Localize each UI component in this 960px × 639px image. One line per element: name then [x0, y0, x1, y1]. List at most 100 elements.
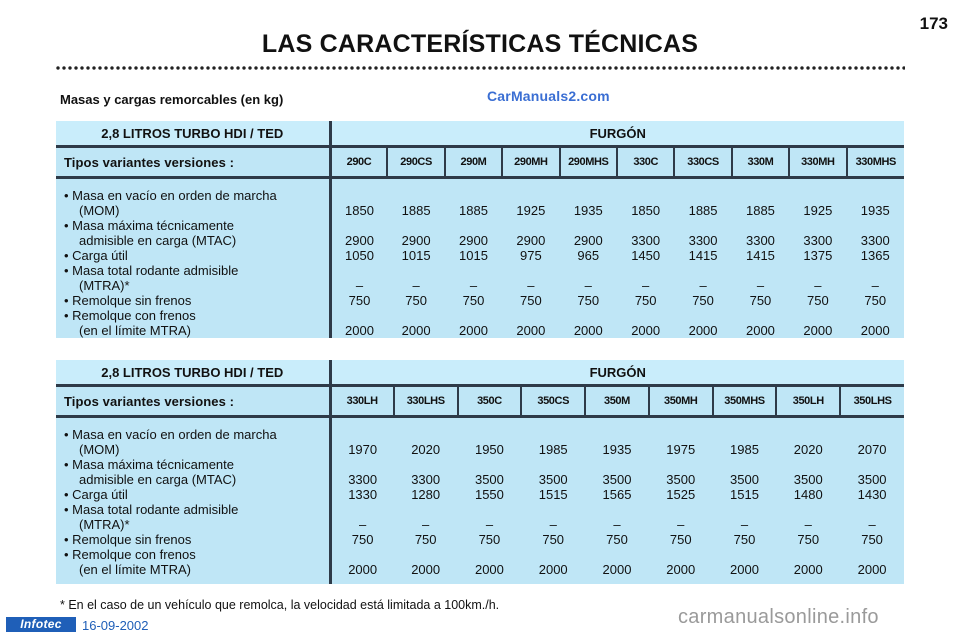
variant-header: 350LHS	[840, 385, 904, 418]
value-cell: 750	[864, 293, 887, 308]
value-cell: 1480	[793, 487, 823, 502]
value-cell: 3500	[793, 472, 823, 487]
variant-header: 330LH	[330, 385, 395, 418]
variant-header: 350C	[457, 385, 523, 418]
variant-header: 330CS	[674, 146, 733, 179]
value-cell: 2000	[345, 323, 374, 338]
variants-label: Tipos variantes versiones :	[56, 385, 332, 418]
value-cell: 750	[348, 293, 371, 308]
value-cell: 1375	[803, 248, 833, 263]
value-cell: –	[469, 278, 478, 293]
value-cell: 3500	[730, 472, 759, 487]
value-cell: 1280	[411, 487, 441, 502]
value-cell: 750	[669, 532, 692, 547]
watermark-top: CarManuals2.com	[487, 88, 610, 104]
value-cell: 1935	[573, 203, 603, 218]
value-column: 1935 3300 1365 –750 2000	[847, 178, 904, 338]
value-cell: –	[527, 278, 535, 293]
value-cell: 750	[577, 293, 600, 308]
value-cell: 1970	[348, 442, 378, 457]
value-cell: 1935	[860, 203, 890, 218]
value-cell: 750	[861, 532, 883, 547]
variant-header: 350MH	[648, 385, 714, 418]
row-label: • Remolque con frenos	[64, 547, 196, 562]
value-column: 1885 2900 1015 –750 2000	[445, 178, 502, 338]
value-column: 1885 3300 1415 –750 2000	[732, 178, 789, 338]
value-column: 2020 3500 1480 –750 2000	[776, 417, 840, 585]
value-cell: 2000	[688, 323, 718, 338]
value-cell: 2000	[348, 562, 378, 577]
value-cell: 1415	[688, 248, 718, 263]
value-column: 1935 3500 1565 –750 2000	[585, 417, 649, 585]
value-cell: 1550	[474, 487, 504, 502]
infotec-logo: Infotec	[6, 617, 76, 632]
value-cell: 750	[733, 532, 756, 547]
value-column: 1885 3300 1415 –750 2000	[674, 178, 731, 338]
value-cell: 2000	[516, 323, 546, 338]
value-cell: 2000	[538, 562, 568, 577]
value-cell: –	[584, 278, 592, 293]
value-cell: 2900	[401, 233, 431, 248]
row-label: (MTRA)*	[79, 517, 130, 532]
value-column: 2070 3500 1430 –750 2000	[840, 417, 904, 585]
value-cell: 1525	[666, 487, 696, 502]
row-label: (MTRA)*	[79, 278, 130, 293]
watermark-bottom: carmanualsonline.info	[678, 606, 879, 628]
value-cell: –	[677, 517, 685, 532]
value-cell: 1885	[401, 203, 431, 218]
value-cell: 1985	[730, 442, 759, 457]
body-type-header: FURGÓN	[330, 121, 904, 148]
value-cell: 1985	[538, 442, 568, 457]
variant-header: 330MHS	[846, 146, 904, 179]
value-cell: 2000	[860, 323, 890, 338]
row-label: (en el límite MTRA)	[79, 323, 191, 338]
row-labels: • Masa en vacío en orden de marcha (MOM) •…	[56, 416, 332, 584]
value-cell: –	[804, 517, 812, 532]
engine-header: 2,8 LITROS TURBO HDI / TED	[56, 121, 332, 148]
variant-header: 330M	[731, 146, 791, 179]
value-cell: 2000	[401, 323, 431, 338]
row-label: • Masa máxima técnicamente	[64, 457, 235, 472]
value-cell: 2000	[411, 562, 441, 577]
value-cell: 1935	[602, 442, 632, 457]
value-cell: 1975	[666, 442, 696, 457]
page-title: LAS CARACTERÍSTICAS TÉCNICAS	[261, 30, 699, 58]
value-column: 1975 3500 1525 –750 2000	[649, 417, 713, 585]
spec-table-2: 2,8 LITROS TURBO HDI / TED FURGÓN Tipos va…	[56, 360, 904, 584]
value-cell: 1565	[602, 487, 632, 502]
variant-header: 350LH	[776, 385, 842, 418]
value-cell: 1365	[860, 248, 890, 263]
value-cell: 1515	[730, 487, 759, 502]
value-cell: –	[814, 278, 822, 293]
value-cell: 750	[478, 532, 501, 547]
value-column: 1985 3500 1515 –750 2000	[713, 417, 777, 585]
value-cell: 2000	[474, 562, 504, 577]
value-cell: 750	[797, 532, 820, 547]
value-cell: 3500	[666, 472, 696, 487]
value-cell: 2000	[631, 323, 661, 338]
value-cell: 3300	[745, 233, 775, 248]
variant-header: 290MHS	[559, 146, 618, 179]
section-title: Masas y cargas remorcables (en kg)	[60, 92, 284, 107]
variant-header: 330LHS	[393, 385, 459, 418]
value-cell: 750	[542, 532, 565, 547]
variant-header: 290M	[444, 146, 504, 179]
value-cell: 1885	[459, 203, 488, 218]
variant-header: 290CS	[387, 146, 446, 179]
value-cell: 750	[806, 293, 829, 308]
value-cell: 1450	[631, 248, 661, 263]
value-cell: 2000	[730, 562, 759, 577]
row-label: (MOM)	[79, 203, 120, 218]
row-label: • Remolque sin frenos	[64, 532, 192, 547]
variant-header: 290C	[330, 146, 389, 179]
value-column: 1970 3300 1330 –750 2000	[330, 417, 394, 585]
value-cell: –	[699, 278, 707, 293]
row-label: • Masa máxima técnicamente	[64, 218, 235, 233]
value-cell: 1430	[857, 487, 887, 502]
spec-table-1: 2,8 LITROS TURBO HDI / TED FURGÓN Tipos va…	[56, 121, 904, 338]
value-cell: 3500	[602, 472, 632, 487]
value-cell: 3300	[348, 472, 378, 487]
value-cell: 1850	[345, 203, 374, 218]
footnote: * En el caso de un vehículo que remolca,…	[60, 598, 500, 612]
value-cell: 2000	[793, 562, 823, 577]
